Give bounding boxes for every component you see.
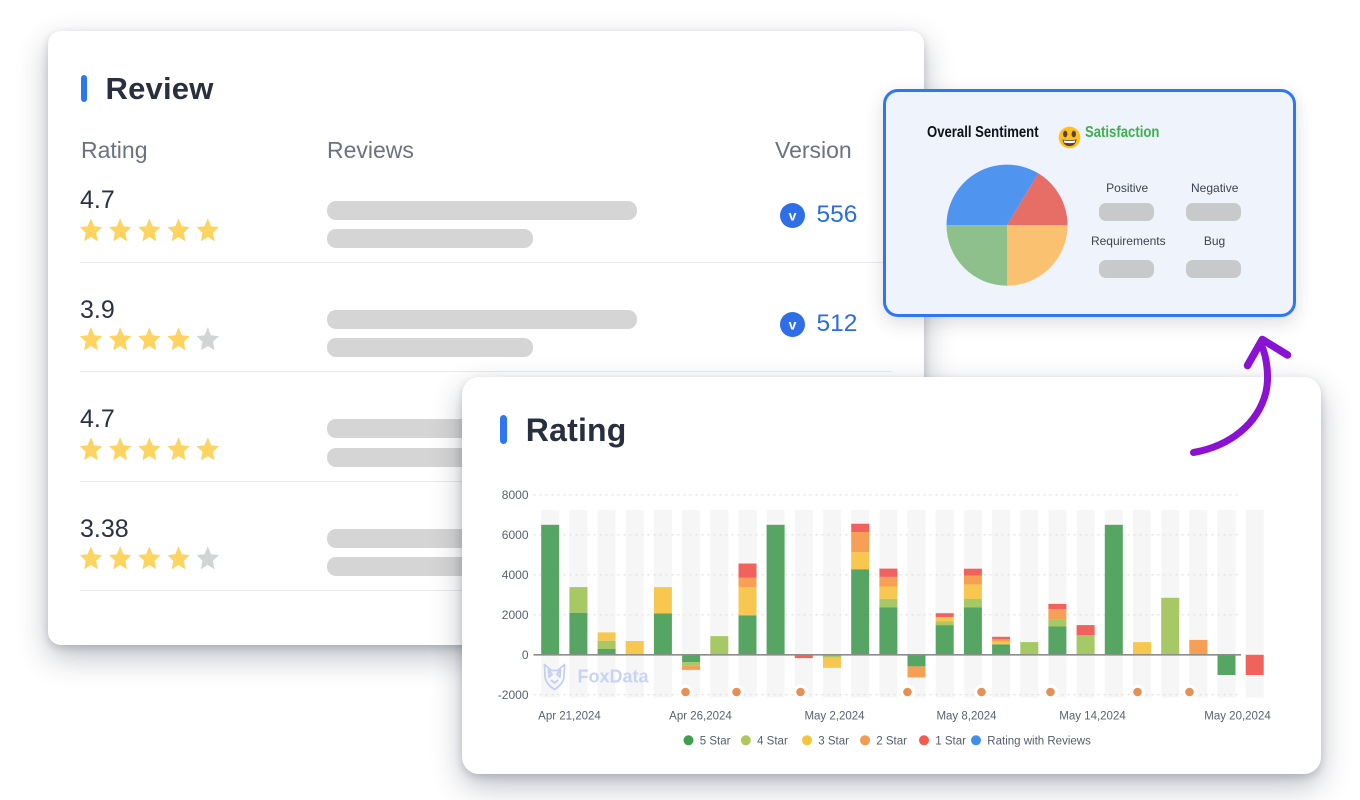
svg-text:Apr 26,2024: Apr 26,2024	[669, 710, 732, 722]
svg-text:v: v	[788, 317, 796, 333]
svg-text:v: v	[788, 207, 796, 223]
svg-text:May 20,2024: May 20,2024	[1204, 710, 1271, 722]
svg-text:6000: 6000	[502, 528, 529, 542]
svg-text:0: 0	[522, 648, 529, 662]
svg-text:8000: 8000	[502, 488, 529, 502]
svg-text:4 Star: 4 Star	[757, 736, 788, 748]
svg-text:-2000: -2000	[498, 688, 529, 702]
svg-text:2 Star: 2 Star	[876, 736, 907, 748]
svg-text:May 8,2024: May 8,2024	[936, 710, 997, 722]
svg-text:2000: 2000	[502, 608, 529, 622]
svg-text:Apr 21,2024: Apr 21,2024	[538, 710, 601, 722]
svg-text:1 Star: 1 Star	[935, 736, 966, 748]
svg-text:May 14,2024: May 14,2024	[1059, 710, 1126, 722]
svg-text:FoxData: FoxData	[578, 667, 650, 687]
svg-text:4000: 4000	[502, 568, 529, 582]
svg-text:Rating with Reviews: Rating with Reviews	[987, 736, 1091, 748]
svg-text:May 2,2024: May 2,2024	[804, 710, 865, 722]
svg-text:3 Star: 3 Star	[818, 736, 849, 748]
svg-text:5 Star: 5 Star	[700, 736, 731, 748]
